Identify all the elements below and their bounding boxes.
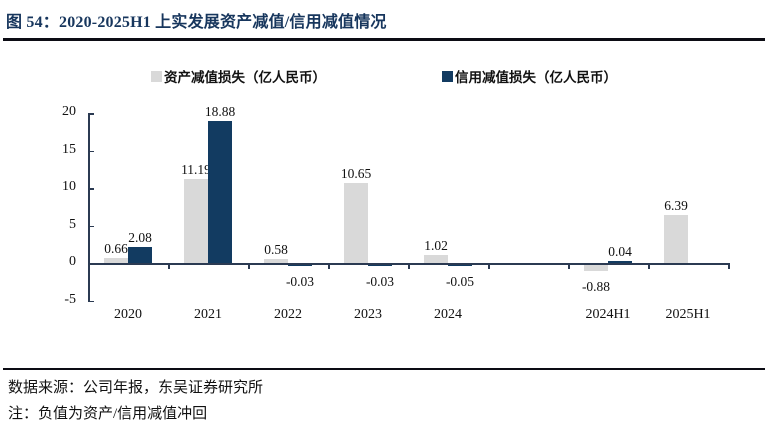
x-axis-category-label: 2021 (194, 307, 222, 322)
title-divider (3, 38, 765, 41)
legend-label-credit-impairment: 信用减值损失（亿人民币） (455, 70, 617, 85)
x-axis-tick (568, 263, 570, 269)
x-axis-tick (728, 263, 730, 269)
legend-label-asset-impairment: 资产减值损失（亿人民币） (164, 70, 326, 85)
figure-title: 图 54：2020-2025H1 上实发展资产减值/信用减值情况 (6, 14, 387, 31)
y-axis-tick-label: -5 (64, 291, 76, 307)
legend-swatch-navy (442, 70, 453, 82)
bar (128, 247, 152, 263)
bar-value-label: 0.66 (104, 241, 128, 257)
footnote-text: 注：负值为资产/信用减值冲回 (8, 406, 208, 422)
x-axis-category-label: 2023 (354, 307, 382, 322)
bar (368, 264, 392, 266)
x-axis-tick (88, 263, 90, 269)
data-source-text: 数据来源：公司年报，东吴证券研究所 (8, 380, 264, 396)
bar (664, 215, 688, 263)
y-axis-tick-label: 10 (62, 179, 76, 194)
bar-value-label: 1.02 (424, 238, 448, 254)
x-axis-category-label: 2025H1 (665, 307, 711, 322)
bar-value-label: -0.03 (285, 273, 315, 289)
x-axis-category-label: 2024H1 (585, 307, 631, 322)
y-axis-line (88, 113, 90, 302)
bar (184, 179, 208, 263)
y-axis-tick-label: 15 (62, 141, 76, 157)
legend-swatch-gray (151, 70, 162, 82)
y-axis-tick (88, 300, 94, 303)
bar-value-label: 11.19 (181, 162, 211, 178)
bar-value-label: -0.88 (581, 278, 611, 294)
bar (104, 258, 128, 263)
bar-value-label: 2.08 (128, 230, 152, 246)
bar-value-label: 6.39 (664, 198, 688, 214)
y-axis-tick (88, 113, 94, 115)
bar-value-label: -0.03 (365, 273, 395, 289)
x-axis-tick (168, 263, 170, 269)
y-axis-tick (88, 150, 94, 153)
x-axis-tick (408, 263, 410, 269)
y-axis-tick-label: 5 (69, 216, 76, 232)
x-axis-tick (648, 263, 650, 269)
y-axis-tick-label: 0 (69, 254, 76, 269)
x-axis-tick (328, 263, 330, 269)
legend-item-credit-impairment: 信用减值损失（亿人民币） (442, 66, 617, 86)
bar (608, 261, 632, 263)
x-axis-tick (248, 263, 250, 269)
bar-value-label: 10.65 (340, 166, 372, 182)
y-axis-tick (88, 263, 94, 265)
bar-value-label: 0.58 (264, 241, 288, 257)
x-axis-category-label: 2020 (114, 307, 142, 322)
x-axis-category-label: 2022 (274, 307, 302, 322)
bar-value-label: 18.88 (204, 104, 236, 120)
footer-divider (3, 368, 765, 370)
bar (288, 264, 312, 266)
chart-legend: 资产减值损失（亿人民币） 信用减值损失（亿人民币） (0, 66, 768, 86)
bar (584, 264, 608, 271)
bar (448, 264, 472, 266)
bar-value-label: 0.04 (608, 244, 632, 260)
bar (344, 183, 368, 263)
y-axis-tick (88, 188, 94, 190)
bar (424, 255, 448, 263)
bar-chart-plot-area: 0.66 11.19 0.58 10.65 1.02 -0.88 6.39 2.08 18.88… (0, 100, 768, 340)
bar (264, 258, 288, 263)
y-axis-tick (88, 225, 94, 228)
legend-item-asset-impairment: 资产减值损失（亿人民币） (151, 66, 326, 86)
bar (208, 121, 232, 263)
x-axis-category-label: 2024 (434, 307, 462, 322)
bar-value-label: -0.05 (445, 273, 475, 289)
y-axis-tick-label: 20 (62, 104, 76, 119)
x-axis-tick (488, 263, 490, 269)
